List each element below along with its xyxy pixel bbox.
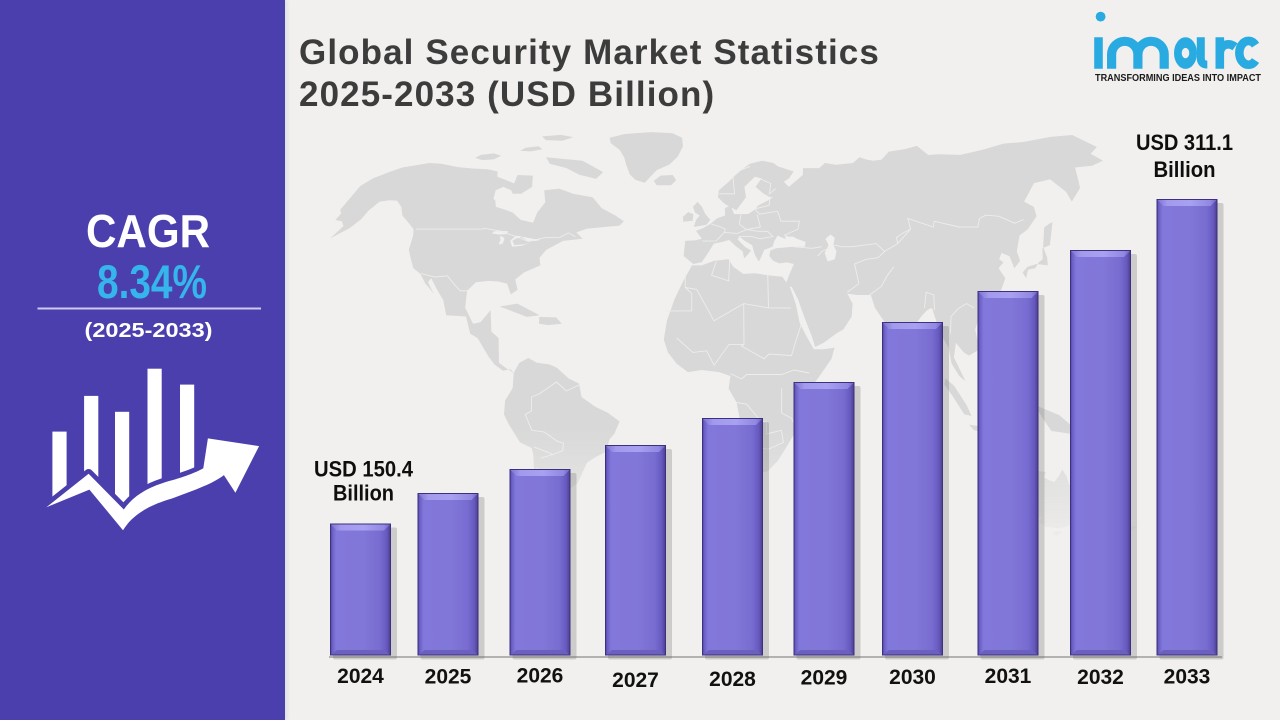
svg-text:2032: 2032 (1077, 666, 1124, 689)
svg-text:2033: 2033 (1164, 666, 1211, 689)
svg-text:2026: 2026 (517, 665, 564, 688)
svg-text:Billion: Billion (333, 481, 394, 506)
svg-text:USD 150.4: USD 150.4 (314, 457, 414, 482)
svg-text:USD 311.1: USD 311.1 (1136, 130, 1233, 155)
svg-text:2025: 2025 (425, 666, 472, 689)
svg-text:(2025-2033): (2025-2033) (85, 320, 213, 342)
svg-text:8.34%: 8.34% (97, 255, 207, 308)
svg-text:2030: 2030 (889, 666, 936, 689)
svg-text:CAGR: CAGR (86, 205, 210, 257)
svg-text:Billion: Billion (1154, 157, 1216, 182)
svg-text:2024: 2024 (337, 665, 384, 688)
svg-text:2029: 2029 (801, 667, 848, 690)
svg-text:2028: 2028 (709, 668, 756, 691)
svg-text:2031: 2031 (985, 665, 1032, 688)
svg-text:2027: 2027 (612, 669, 659, 692)
svg-text:TRANSFORMING IDEAS INTO IMPACT: TRANSFORMING IDEAS INTO IMPACT (1095, 73, 1261, 84)
